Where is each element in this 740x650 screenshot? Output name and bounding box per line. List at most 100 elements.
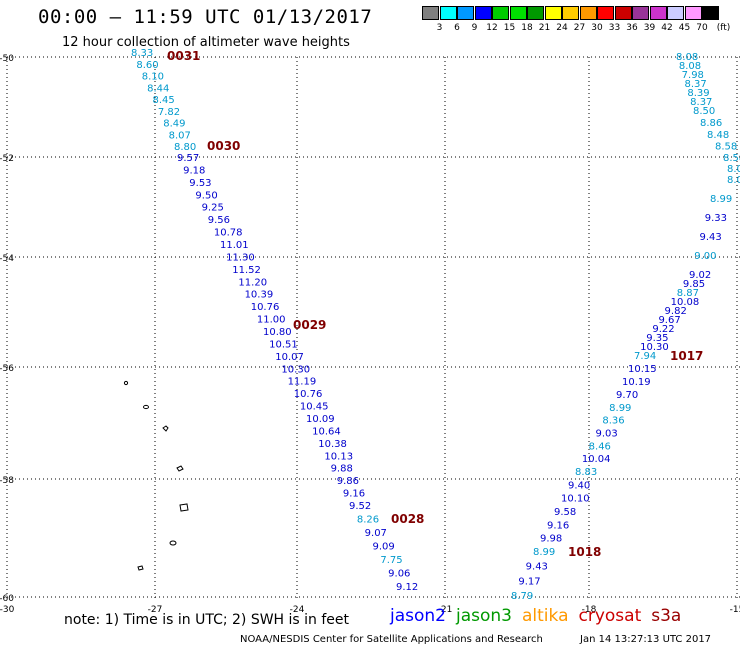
- longitude-label: -21: [438, 605, 453, 615]
- swh-value-label: 10.19: [622, 377, 651, 388]
- map-grid: -50-52-54-56-58-60-30-27-24-21-18-15: [0, 54, 740, 615]
- color-scale-label: 33: [608, 23, 621, 33]
- color-scale-label: 15: [503, 23, 516, 33]
- color-scale-swatch: [614, 6, 632, 20]
- pass-time-tag: 1017: [670, 349, 703, 363]
- color-scale-label: (ft): [716, 23, 731, 33]
- swh-value-label: 9.22: [652, 324, 674, 335]
- satellite-legend-altika: altika: [522, 606, 569, 626]
- swh-value-label: 8.99: [533, 547, 555, 558]
- island-shape: [176, 465, 184, 472]
- swh-value-label: 8.46: [589, 441, 611, 452]
- swh-value-label: 9.57: [177, 153, 199, 164]
- island-shape: [179, 503, 189, 512]
- swh-value-label: 9.85: [683, 279, 705, 290]
- swh-value-label: 8.36: [602, 416, 624, 427]
- swh-value-label: 10.76: [251, 302, 280, 313]
- page-title: 00:00 – 11:59 UTC 01/13/2017: [38, 6, 373, 28]
- swh-value-label: 10.07: [275, 352, 304, 363]
- color-scale-swatch: [702, 6, 719, 20]
- swh-value-label: 10.38: [318, 439, 347, 450]
- swh-value-label: 8.08: [676, 52, 698, 63]
- swh-value-label: 11.52: [232, 265, 261, 276]
- swh-value-label: 8.06: [727, 164, 740, 175]
- footer-note: note: 1) Time is in UTC; 2) SWH is in fe…: [64, 612, 350, 628]
- swh-value-label: 8.10: [142, 72, 164, 83]
- swh-value-label: 8.58: [723, 153, 740, 164]
- latitude-label: -50: [0, 54, 14, 64]
- swh-value-label: 9.07: [365, 528, 387, 539]
- swh-value-label: 9.33: [705, 213, 727, 224]
- swh-value-label: 7.98: [682, 70, 704, 81]
- island-outlines: [123, 380, 189, 571]
- swh-value-label: 10.76: [294, 389, 323, 400]
- color-scale-swatch: [457, 6, 474, 20]
- swh-value-label: 8.99: [609, 403, 631, 414]
- swh-value-label: 9.67: [658, 315, 680, 326]
- swh-value-label: 9.18: [183, 165, 205, 176]
- swh-value-label: 8.58: [715, 142, 737, 153]
- swh-value-label: 8.48: [707, 130, 729, 141]
- island-shape: [162, 425, 169, 432]
- island-shape: [143, 404, 149, 410]
- swh-value-label: 7.94: [634, 351, 656, 362]
- color-scale-swatch: [667, 6, 684, 20]
- swh-value-label: 9.16: [343, 489, 365, 500]
- swh-value-label: 8.83: [575, 467, 597, 478]
- color-scale-swatch: [649, 6, 667, 20]
- color-scale-label: 24: [556, 23, 568, 33]
- color-scale-label: 36: [626, 23, 638, 33]
- swh-value-label: 10.45: [300, 402, 329, 413]
- color-scale-swatch: [579, 6, 597, 20]
- pass-time-tag: 1018: [568, 545, 601, 559]
- generation-timestamp: Jan 14 13:27:13 UTC 2017: [580, 634, 712, 645]
- swh-value-label: 8.06: [727, 175, 740, 186]
- longitude-label: -18: [582, 605, 597, 615]
- swh-value-label: 7.75: [380, 555, 402, 566]
- satellite-legend-cryosat: cryosat: [578, 606, 642, 626]
- swh-value-label: 9.35: [646, 333, 668, 344]
- swh-value-label: 9.17: [518, 576, 540, 587]
- color-scale-swatch: [544, 6, 562, 20]
- swh-value-label: 9.06: [388, 569, 410, 580]
- swh-value-label: 9.02: [689, 270, 711, 281]
- color-scale-swatch: [684, 6, 702, 20]
- swh-value-label: 8.87: [677, 288, 699, 299]
- color-scale-swatch: [422, 6, 439, 20]
- color-scale-label: 27: [573, 23, 586, 33]
- swh-value-label: 10.08: [671, 297, 700, 308]
- pass-time-tag: 0029: [293, 318, 326, 332]
- color-scale-label: 30: [591, 23, 603, 33]
- swh-value-label: 8.50: [693, 106, 715, 117]
- swh-value-label: 8.37: [685, 79, 707, 90]
- swh-value-label: 9.82: [665, 306, 687, 317]
- color-scale-label: 6: [454, 23, 460, 33]
- color-scale-swatch: [632, 6, 649, 20]
- island-shape: [137, 565, 144, 571]
- swh-value-label: 9.25: [202, 203, 224, 214]
- swh-value-label: 8.99: [710, 194, 732, 205]
- longitude-label: -30: [0, 605, 15, 615]
- color-scale-swatch: [509, 6, 527, 20]
- swh-value-label: 10.09: [306, 414, 335, 425]
- swh-value-label: 10.30: [640, 342, 669, 353]
- swh-value-label: 9.56: [208, 215, 230, 226]
- swh-value-label: 8.45: [153, 95, 175, 106]
- color-scale-label: 9: [471, 23, 478, 33]
- swh-value-label: 9.00: [694, 251, 716, 262]
- island-shape: [169, 540, 177, 546]
- swh-value-label: 9.98: [540, 534, 562, 545]
- swh-value-label: 10.13: [324, 451, 353, 462]
- swh-value-label: 10.04: [582, 454, 611, 465]
- swh-value-label: 10.39: [245, 290, 274, 301]
- swh-value-label: 9.88: [331, 464, 353, 475]
- swh-value-label: 9.43: [700, 232, 722, 243]
- color-scale-swatch: [474, 6, 492, 20]
- pass-time-tags: 0031 0030 0029 0028 1017 1018: [167, 49, 703, 559]
- swh-value-label: 9.16: [547, 520, 569, 531]
- swh-value-label: 9.50: [195, 190, 217, 201]
- longitude-label: -27: [148, 605, 163, 615]
- swh-value-label: 9.52: [349, 501, 371, 512]
- swh-value-label: 8.37: [690, 97, 712, 108]
- latitude-label: -52: [0, 154, 14, 164]
